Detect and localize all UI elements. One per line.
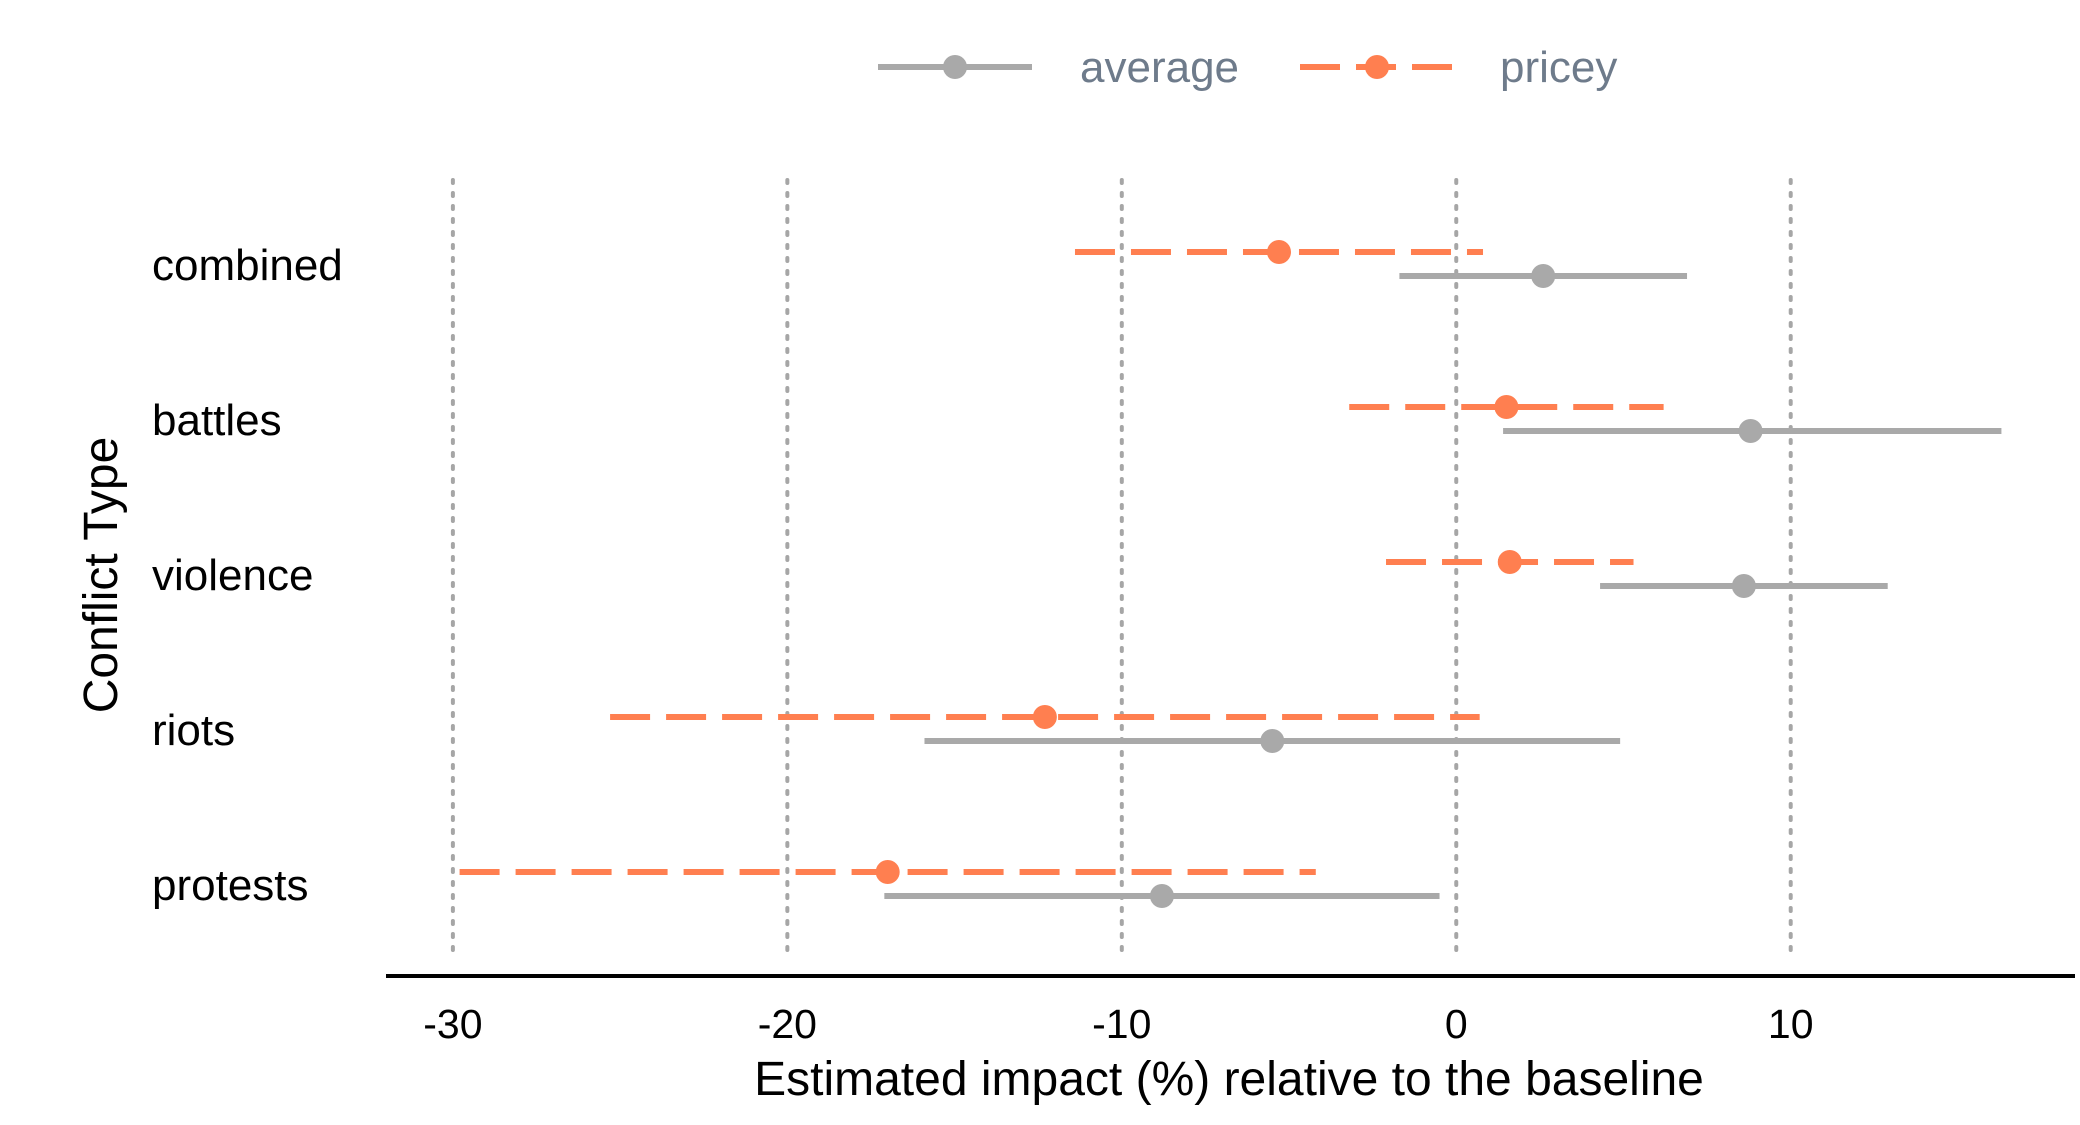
estimate-point [1149, 884, 1174, 908]
category-label: combined [152, 241, 343, 290]
estimate-point [1738, 419, 1763, 443]
estimate-point [1260, 729, 1285, 753]
estimate-point [1531, 264, 1556, 288]
x-tick-label: 10 [1768, 1001, 1814, 1047]
x-axis-title: Estimated impact (%) relative to the bas… [754, 1053, 1704, 1106]
x-tick-label: -10 [1092, 1001, 1151, 1047]
category-label: riots [152, 706, 235, 755]
estimate-point [1032, 705, 1057, 729]
estimate-point [1497, 550, 1522, 574]
estimate-point [875, 860, 900, 884]
estimate-point [1266, 240, 1291, 264]
legend-item-average: average [878, 43, 1239, 92]
legend-swatch-point [943, 55, 967, 79]
category-label: battles [152, 396, 282, 445]
x-axis-ticks: -30 -20 -10 0 10 [423, 1001, 1813, 1047]
chart-marks [459, 240, 2002, 908]
x-tick-label: -20 [758, 1001, 817, 1047]
estimate-point [1731, 574, 1756, 598]
gridlines [450, 178, 1793, 962]
legend: average pricey [878, 43, 1617, 92]
series-average [884, 264, 2002, 908]
estimate-point [1494, 395, 1519, 419]
legend-item-pricey: pricey [1300, 43, 1617, 92]
x-tick-label: -30 [423, 1001, 482, 1047]
legend-label: average [1080, 43, 1239, 92]
series-pricey [459, 240, 1664, 884]
y-axis-labels: combined battles violence riots protests [152, 241, 343, 910]
legend-label: pricey [1500, 43, 1617, 92]
category-label: violence [152, 551, 313, 600]
category-label: protests [152, 861, 309, 910]
y-axis-title: Conflict Type [75, 437, 128, 714]
legend-swatch-point [1365, 55, 1389, 79]
x-tick-label: 0 [1445, 1001, 1468, 1047]
